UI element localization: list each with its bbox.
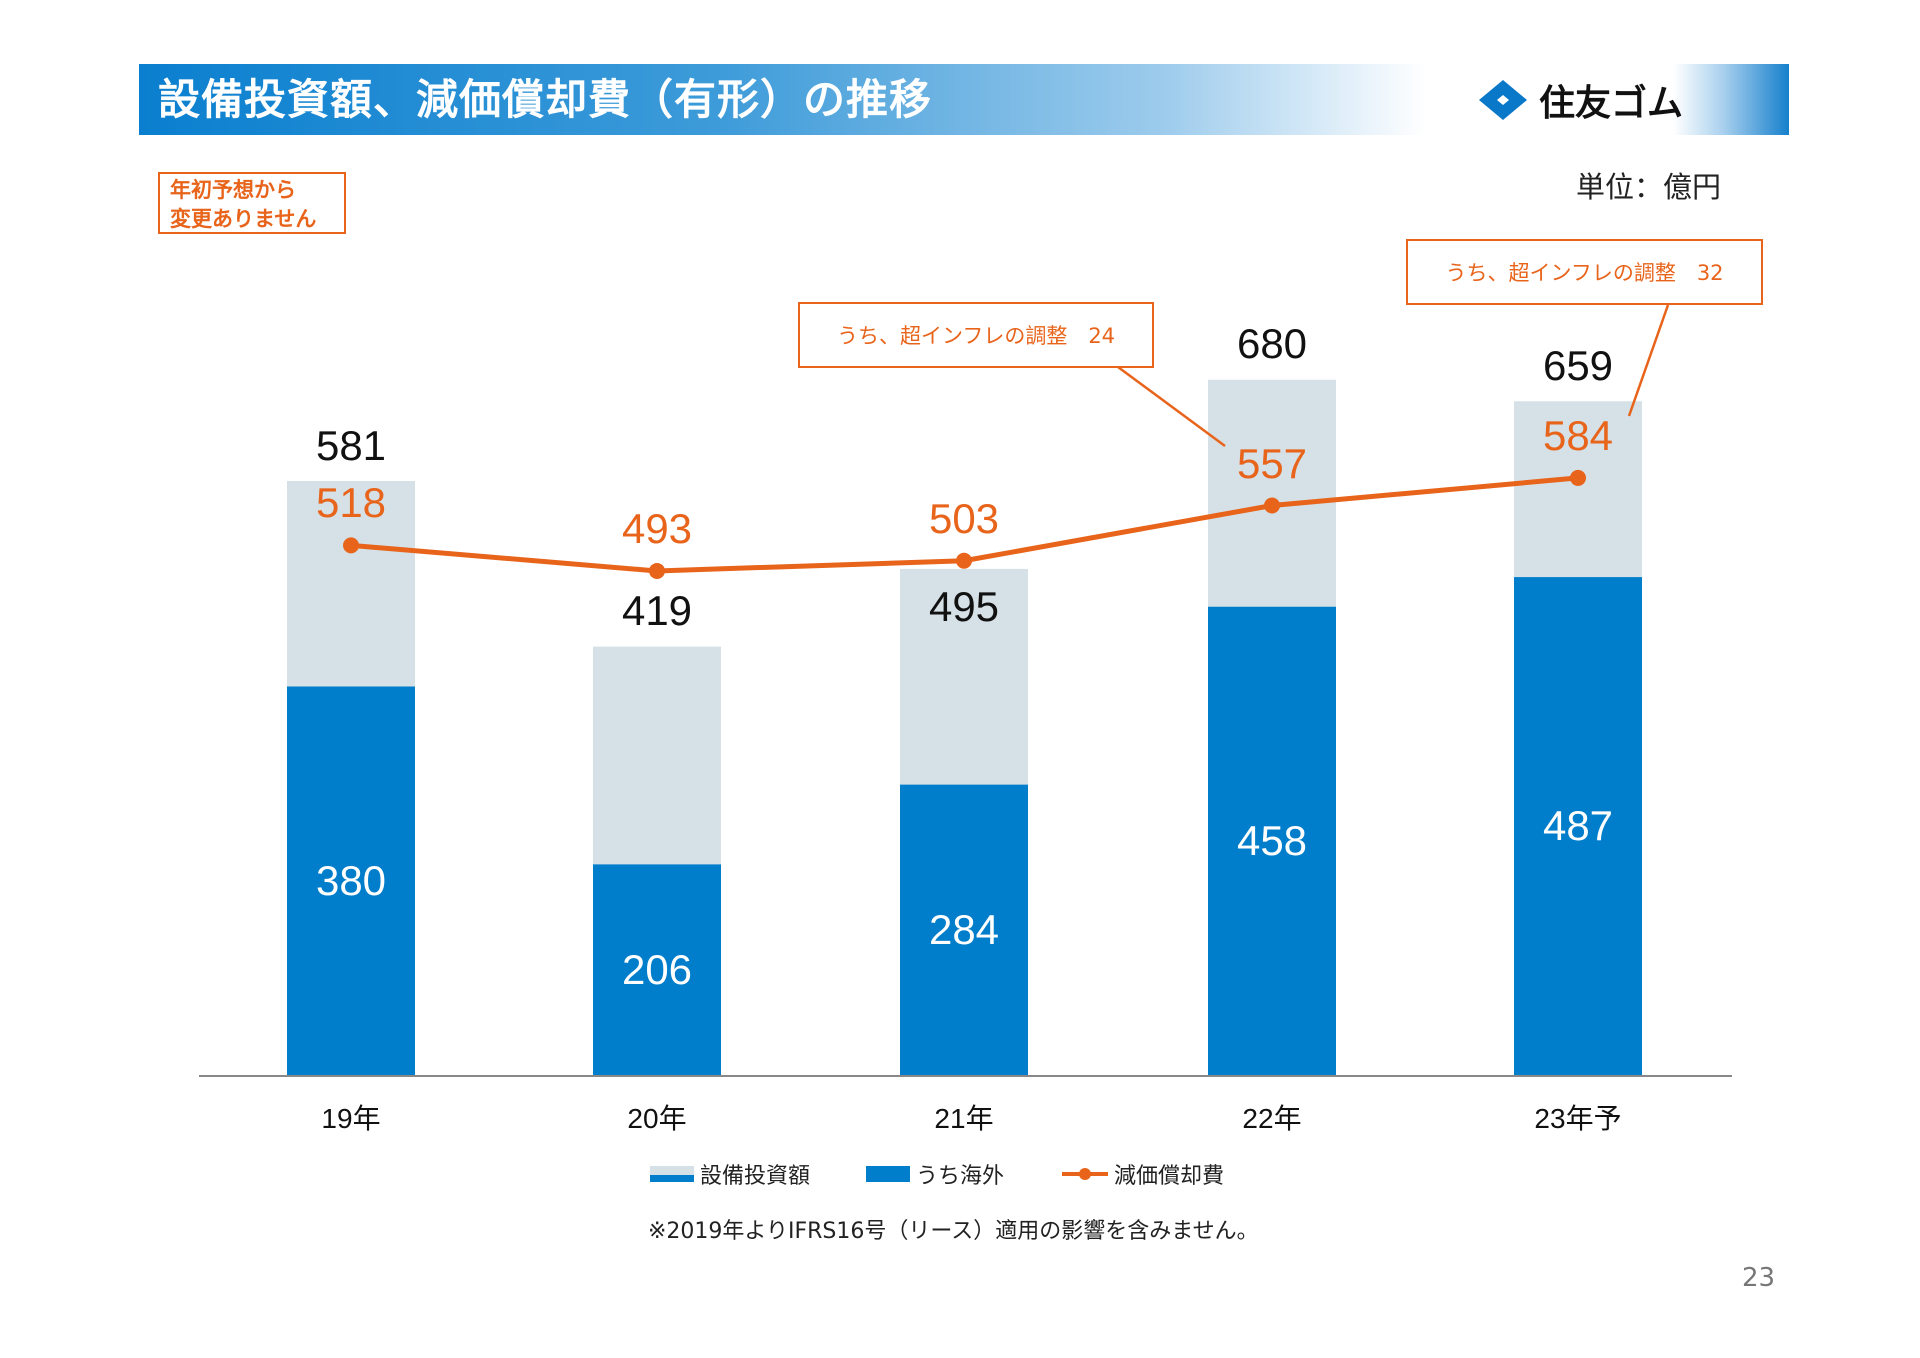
company-logo: 住友ゴム	[1477, 74, 1683, 126]
label-depreciation: 584	[1542, 411, 1614, 459]
label-capex: 659	[1542, 342, 1614, 390]
depreciation-point	[956, 552, 972, 569]
x-tick-label: 22年	[1242, 1103, 1302, 1134]
label-overseas: 284	[928, 905, 1000, 953]
depreciation-point	[1264, 497, 1280, 514]
label-capex: 581	[315, 421, 387, 469]
callout-inflation-22: うち、超インフレの調整 24	[798, 302, 1154, 368]
label-depreciation: 503	[928, 494, 1000, 542]
x-tick-label: 19年	[321, 1103, 381, 1134]
legend-swatch	[650, 1166, 694, 1182]
label-overseas: 206	[621, 945, 693, 993]
callout-leader	[1627, 304, 1670, 417]
legend-label: 設備投資額	[700, 1164, 811, 1189]
x-tick-label: 20年	[627, 1103, 687, 1134]
depreciation-point	[1570, 469, 1586, 486]
legend-item-overseas: うち海外	[866, 1158, 1004, 1190]
label-depreciation: 493	[621, 504, 693, 552]
page-title: 設備投資額、減価償却費（有形）の推移	[158, 75, 933, 124]
logo-text: 住友ゴム	[1539, 83, 1684, 124]
depreciation-point	[649, 562, 665, 579]
bar-overseas	[1514, 577, 1642, 1075]
legend-label: 減価償却費	[1114, 1164, 1225, 1189]
x-tick-label: 21年	[934, 1103, 994, 1134]
label-capex: 495	[928, 582, 1000, 630]
label-depreciation: 557	[1236, 439, 1308, 487]
note-box: 年初予想から 変更ありません	[158, 172, 346, 234]
note-line: 年初予想から	[170, 178, 296, 202]
legend-swatch	[1062, 1168, 1109, 1180]
legend: 設備投資額 うち海外 減価償却費	[650, 1158, 1280, 1190]
legend-item-depreciation: 減価償却費	[1060, 1158, 1224, 1190]
bar-overseas	[900, 784, 1028, 1075]
label-overseas: 458	[1236, 816, 1308, 864]
x-tick-label: 23年予	[1534, 1103, 1622, 1134]
logo-diamond-icon	[1479, 80, 1527, 120]
label-capex: 419	[621, 586, 693, 634]
depreciation-point	[343, 537, 359, 554]
legend-item-capex: 設備投資額	[650, 1158, 810, 1190]
label-overseas: 380	[315, 856, 387, 904]
footnote: ※2019年よりIFRS16号（リース）適用の影響を含みません。	[648, 1219, 1259, 1244]
callout-leader	[1117, 365, 1226, 448]
bar-overseas	[593, 864, 721, 1075]
label-depreciation: 518	[315, 479, 387, 527]
callout-inflation-23: うち、超インフレの調整 32	[1406, 239, 1763, 305]
unit-label: 単位：億円	[1576, 170, 1722, 204]
bar-overseas	[287, 686, 415, 1075]
bar-overseas	[1208, 606, 1336, 1075]
legend-label: うち海外	[916, 1164, 1005, 1189]
page-number: 23	[1742, 1263, 1776, 1293]
note-line: 変更ありません	[170, 207, 317, 231]
label-capex: 680	[1236, 319, 1308, 367]
label-overseas: 487	[1542, 802, 1614, 850]
legend-swatch	[866, 1166, 911, 1182]
